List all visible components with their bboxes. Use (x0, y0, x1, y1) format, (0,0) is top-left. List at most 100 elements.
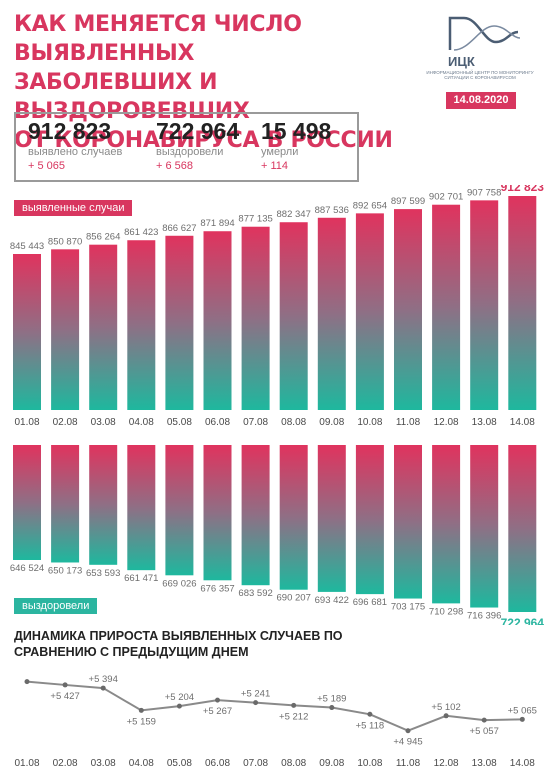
label-recovered-03.08: 653 593 (86, 568, 120, 579)
label-recovered-10.08: 696 681 (353, 597, 387, 608)
bar-recovered-06.08 (203, 445, 232, 581)
logo-text: ИЦК (448, 54, 475, 69)
label-recovered-11.08: 703 175 (391, 602, 425, 613)
title-line-3: ОТ КОРОНАВИРУСА В РОССИИ (14, 128, 393, 153)
point-05.08 (176, 703, 182, 709)
bar-cases-08.08 (279, 222, 308, 410)
label-recovered-09.08: 693 422 (315, 595, 349, 606)
stat-cases-delta: + 5 065 (28, 160, 66, 172)
line-date-06.08: 06.08 (205, 758, 230, 769)
line-label-04.08: +5 159 (127, 716, 156, 727)
bar-cases-03.08 (89, 244, 118, 410)
label-cases-03.08: 856 264 (86, 232, 120, 243)
line-date-04.08: 04.08 (129, 758, 154, 769)
tag-recovered: выздоровели (14, 598, 98, 614)
line-date-14.08: 14.08 (510, 758, 535, 769)
label-cases-11.08: 897 599 (391, 196, 425, 207)
date-label-08.08: 08.08 (281, 417, 306, 428)
line-label-02.08: +5 427 (50, 691, 79, 702)
label-recovered-14.08: 722 964 (501, 616, 545, 625)
label-recovered-07.08: 683 592 (238, 588, 272, 599)
label-recovered-06.08: 676 357 (200, 583, 234, 594)
point-09.08 (329, 705, 335, 711)
point-14.08 (519, 716, 525, 722)
date-label-09.08: 09.08 (319, 417, 344, 428)
bar-cases-05.08 (165, 235, 194, 410)
line-label-05.08: +5 204 (165, 692, 194, 703)
line-label-09.08: +5 189 (317, 694, 346, 705)
line-date-02.08: 02.08 (53, 758, 78, 769)
bar-cases-01.08 (13, 254, 41, 410)
label-cases-13.08: 907 758 (467, 187, 501, 198)
bar-recovered-11.08 (394, 445, 422, 599)
label-recovered-01.08: 646 524 (10, 563, 44, 574)
bar-recovered-12.08 (432, 445, 461, 604)
line-date-12.08: 12.08 (434, 758, 459, 769)
bar-cases-02.08 (51, 249, 80, 410)
point-11.08 (405, 728, 411, 734)
label-cases-14.08: 912 823 (501, 185, 545, 194)
tag-cases: выявленные случаи (14, 200, 133, 216)
line-label-14.08: +5 065 (508, 705, 537, 716)
label-cases-04.08: 861 423 (124, 227, 158, 238)
date-label-13.08: 13.08 (472, 417, 497, 428)
stat-deaths-value: 15 498 (261, 118, 332, 144)
bar-recovered-09.08 (317, 445, 346, 592)
line-date-01.08: 01.08 (14, 758, 39, 769)
bar-cases-13.08 (470, 200, 499, 410)
bar-recovered-10.08 (355, 445, 384, 595)
page-title: КАК МЕНЯЕТСЯ ЧИСЛО ВЫЯВЛЕННЫХ ЗАБОЛЕВШИХ… (14, 10, 404, 155)
bar-cases-11.08 (394, 209, 422, 410)
point-02.08 (62, 682, 68, 688)
line-label-08.08: +5 212 (279, 711, 308, 722)
bar-cases-10.08 (355, 213, 384, 410)
stat-deaths-delta: + 114 (261, 160, 289, 172)
logo: ИЦК ИНФОРМАЦИОННЫЙ ЦЕНТР ПО МОНИТОРИНГУ … (420, 12, 540, 82)
date-label-06.08: 06.08 (205, 417, 230, 428)
date-label-10.08: 10.08 (357, 417, 382, 428)
label-cases-10.08: 892 654 (353, 200, 387, 211)
stat-deaths-label: умерли (261, 146, 299, 158)
date-badge: 14.08.2020 (446, 92, 516, 109)
line-label-06.08: +5 267 (203, 706, 232, 717)
label-recovered-05.08: 669 026 (162, 578, 196, 589)
line-date-07.08: 07.08 (243, 758, 268, 769)
bar-recovered-14.08 (508, 445, 537, 612)
bar-recovered-03.08 (89, 445, 118, 565)
point-10.08 (367, 711, 373, 717)
bar-recovered-08.08 (279, 445, 308, 590)
date-label-03.08: 03.08 (91, 417, 116, 428)
bar-recovered-05.08 (165, 445, 194, 576)
label-recovered-08.08: 690 207 (277, 593, 311, 604)
stat-recovered: 722 964 выздоровели + 6 568 (156, 118, 239, 172)
date-label-04.08: 04.08 (129, 417, 154, 428)
point-03.08 (100, 685, 106, 691)
line-date-13.08: 13.08 (472, 758, 497, 769)
label-cases-12.08: 902 701 (429, 192, 463, 203)
date-label-12.08: 12.08 (434, 417, 459, 428)
line-date-09.08: 09.08 (319, 758, 344, 769)
line-label-13.08: +5 057 (470, 726, 499, 737)
point-13.08 (481, 717, 487, 723)
label-recovered-13.08: 716 396 (467, 611, 501, 622)
label-cases-01.08: 845 443 (10, 241, 44, 252)
bar-recovered-01.08 (13, 445, 41, 560)
logo-mark-icon (448, 16, 521, 51)
line-date-10.08: 10.08 (357, 758, 382, 769)
stat-cases: 912 823 выявлено случаев + 5 065 (28, 118, 122, 172)
title-line-2: ЗАБОЛЕВШИХ И ВЫЗДОРОВЕВШИХ (14, 70, 250, 124)
bar-cases-12.08 (432, 204, 461, 410)
label-cases-07.08: 877 135 (238, 214, 272, 225)
bar-cases-09.08 (317, 217, 346, 410)
line-label-12.08: +5 102 (431, 702, 460, 713)
stat-cases-value: 912 823 (28, 118, 112, 144)
line-series (26, 680, 523, 732)
bar-recovered-07.08 (241, 445, 270, 586)
date-label-11.08: 11.08 (396, 417, 421, 428)
date-label-01.08: 01.08 (14, 417, 39, 428)
date-label-14.08: 14.08 (510, 417, 535, 428)
bar-chart: 845 443 850 870 856 264 861 423 866 627 871 8… (10, 185, 545, 625)
label-recovered-04.08: 661 471 (124, 573, 158, 584)
point-12.08 (443, 713, 449, 719)
bar-cases-14.08 (508, 196, 537, 410)
